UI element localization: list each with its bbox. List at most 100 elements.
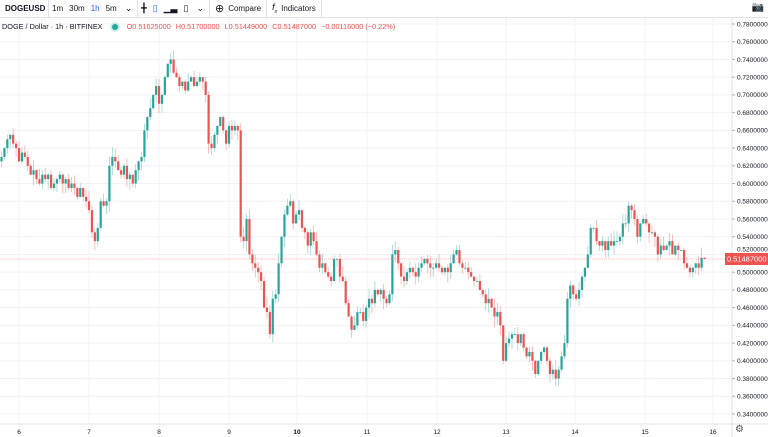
candle [542,346,546,356]
candle [245,214,248,252]
candle [321,253,324,274]
candle-body [233,125,236,131]
candle [0,151,3,168]
candle-body [484,294,487,304]
candle-body [102,201,105,206]
candle [70,177,73,193]
candle [160,92,164,113]
candle-body [82,187,85,197]
candle-body [73,183,76,188]
y-tick-label: 0.50000000 [737,269,768,276]
x-tick-label: 15 [641,429,649,436]
interval-dropdown-button[interactable]: ⌄ [120,0,139,18]
candle [79,183,82,198]
candle [49,169,53,191]
candle-body [388,294,391,304]
interval-30m[interactable]: 30m [66,0,88,18]
candle [557,365,560,387]
interval-1m[interactable]: 1m [49,0,66,18]
candle [347,299,350,317]
candle-body [516,334,519,344]
candle [470,266,473,278]
candle-body [76,187,79,197]
candle [324,262,327,274]
candle [601,236,604,252]
candle-body [545,347,549,361]
bars-style-button[interactable]: ╋ [138,0,149,18]
interval-1h[interactable]: 1h [88,0,103,18]
candle-body [117,161,120,171]
candle-body [70,183,73,188]
candle-body [443,267,446,273]
area-style-button[interactable]: ▁▃ [161,0,181,18]
candle-body [618,236,622,242]
last-price-value: 0.51487000 [727,255,767,264]
candle [242,227,245,249]
candle-body [481,289,484,295]
candle [280,236,283,268]
candle [102,193,105,208]
y-tick-label: 0.36000000 [737,394,768,401]
candle-body [178,77,181,87]
candle [697,255,700,276]
price-axis[interactable]: 0.78000000 0.76000000 0.74000000 0.72000000… [732,21,768,418]
interval-5m[interactable]: 5m [103,0,120,18]
candle-body [280,236,283,264]
y-tick-label: 0.60000000 [737,181,768,188]
candle [537,359,540,376]
x-tick-label: 14 [571,429,579,436]
candle-body [274,294,277,299]
interval-label: 1m [52,4,64,13]
candle-body [297,210,301,215]
candle-body [268,312,271,335]
indicators-button[interactable]: fx Indicators [267,0,322,18]
candle-body [303,227,306,233]
candle [26,150,29,172]
chevron-down-icon: ⌄ [124,3,133,13]
symbol-search-button[interactable]: DOGEUSD [0,0,49,18]
candle-body [382,289,385,299]
candle-body [621,223,624,237]
candle [446,264,449,283]
candle-body [647,223,651,233]
legend-high: H0.51700000 [175,22,220,31]
chart-style-dropdown[interactable]: ⌄ [191,0,210,18]
time-axis[interactable]: 6 7 8 9 10 11 12 13 14 15 16 [17,429,717,436]
candle [376,288,379,297]
candle-body [198,77,201,82]
series-title: DOGE / Dollar · 1h · BITFINEX [2,22,103,31]
candle [350,315,353,338]
candle-body [356,312,359,326]
settings-gear-icon[interactable]: ⚙ [735,424,744,435]
candle [105,198,108,214]
candles-style-button[interactable]: ▯ [150,0,161,18]
candle-body [207,94,210,144]
candle-body [87,201,91,211]
candle [312,225,315,246]
candle-body [38,179,41,184]
hollow-candles-button[interactable]: ▯ [180,0,191,18]
candle [260,265,263,290]
candle-body [601,241,604,246]
candle [190,75,193,82]
candle [93,227,96,251]
candle [461,260,464,274]
candle [627,201,630,232]
camera-icon[interactable]: 📷 [751,2,764,13]
candle [195,77,199,88]
candle [225,130,228,151]
hollow-candles-icon: ▯ [183,3,189,13]
candle [286,198,289,217]
candle [332,255,336,282]
candle-body [96,227,99,242]
candle [6,134,9,154]
candle [131,174,134,188]
candle-body [20,152,24,162]
y-tick-label: 0.46000000 [737,305,768,312]
compare-button[interactable]: ⊕ Compare [210,0,268,18]
candle [589,223,592,258]
candle [580,274,584,298]
candle [73,175,76,195]
candle [490,296,493,308]
